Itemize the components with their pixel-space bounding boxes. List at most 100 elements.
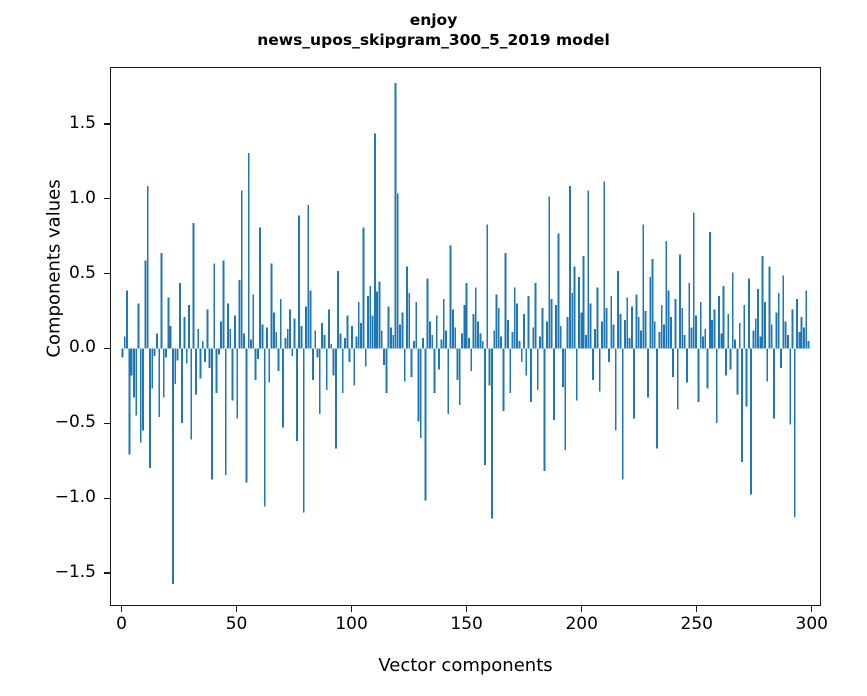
bar — [607, 348, 610, 362]
chart-title: enjoy news_upos_skipgram_300_5_2019 mode… — [0, 10, 867, 50]
bar — [298, 215, 301, 349]
bar — [151, 348, 154, 389]
bar — [695, 315, 698, 349]
bar — [321, 323, 324, 349]
bar — [307, 205, 310, 349]
bar — [181, 348, 184, 424]
y-tick-mark — [104, 347, 110, 350]
bar — [807, 340, 810, 349]
bar — [571, 293, 574, 349]
bar — [229, 329, 232, 349]
bar — [346, 315, 349, 349]
bar — [605, 308, 608, 349]
bar — [135, 348, 138, 416]
bar — [676, 348, 679, 410]
bar — [674, 299, 677, 349]
bar — [245, 348, 248, 483]
x-tick-mark — [811, 606, 813, 612]
bar — [284, 337, 287, 349]
bar — [206, 309, 209, 349]
bar — [764, 302, 766, 349]
bar — [511, 332, 514, 349]
bar — [126, 290, 128, 349]
bar — [559, 326, 562, 349]
bar — [344, 337, 346, 349]
bar — [330, 343, 333, 349]
bar — [139, 348, 142, 443]
bar — [362, 227, 365, 349]
bar — [649, 276, 652, 349]
y-tick-label: 1.0 — [68, 187, 96, 208]
x-tick-label: 150 — [450, 614, 483, 634]
bar — [263, 348, 266, 507]
bar — [529, 348, 532, 403]
bar — [153, 348, 156, 356]
bar — [706, 348, 709, 389]
bar — [564, 348, 567, 450]
bar — [780, 348, 782, 368]
bar — [217, 348, 220, 355]
bar — [603, 181, 606, 349]
bar — [782, 275, 785, 349]
bar — [456, 348, 459, 380]
bar — [490, 348, 493, 519]
bar — [525, 348, 528, 376]
bar — [268, 348, 271, 383]
bar — [656, 348, 659, 449]
bar — [275, 332, 278, 349]
bar — [410, 348, 413, 377]
bar — [773, 348, 776, 419]
bar — [699, 302, 702, 349]
bar — [589, 303, 592, 349]
bar — [422, 337, 424, 349]
bar — [250, 339, 252, 349]
bar — [435, 315, 438, 349]
x-axis-label: Vector components — [378, 655, 553, 676]
bar — [504, 252, 507, 349]
bar — [252, 294, 255, 349]
bar — [640, 330, 642, 349]
bar — [438, 348, 441, 370]
y-axis-tick-labels: 1.5 1.0 0.5 0.0 −0.5 −1.0 −1.5 — [0, 0, 96, 696]
bar — [325, 348, 328, 391]
bar — [637, 317, 640, 349]
bar — [128, 348, 131, 455]
y-axis-label: Components values — [43, 179, 65, 358]
bar — [598, 348, 601, 392]
bar — [614, 348, 617, 431]
bar — [364, 348, 367, 367]
bar — [385, 348, 388, 394]
bar — [660, 305, 663, 349]
bar — [314, 330, 317, 349]
bar — [534, 282, 537, 349]
bar — [725, 348, 727, 376]
bar — [741, 348, 743, 462]
y-tick-label: 0.5 — [68, 262, 96, 283]
bar — [803, 327, 805, 349]
bar — [353, 348, 356, 386]
bar — [759, 336, 762, 349]
bar — [685, 348, 688, 383]
bar — [201, 340, 204, 349]
bar — [667, 290, 670, 349]
bar — [766, 348, 769, 382]
y-tick-label: 0.0 — [68, 337, 96, 358]
bar — [722, 285, 725, 349]
x-tick-label: 200 — [565, 614, 598, 634]
y-tick-label: −1.5 — [54, 562, 96, 583]
bar — [396, 193, 399, 349]
chart-title-line-2: news_upos_skipgram_300_5_2019 model — [257, 31, 610, 49]
bar — [658, 332, 661, 349]
bar — [178, 282, 181, 349]
bar — [408, 293, 411, 349]
bar — [630, 306, 633, 349]
bar — [369, 285, 372, 349]
bar — [130, 348, 133, 376]
bar — [277, 348, 280, 371]
bar — [449, 245, 452, 349]
bar — [738, 323, 741, 349]
bar — [798, 332, 801, 349]
y-tick-mark — [104, 497, 110, 499]
x-tick-mark — [350, 606, 353, 612]
bar — [392, 335, 395, 349]
